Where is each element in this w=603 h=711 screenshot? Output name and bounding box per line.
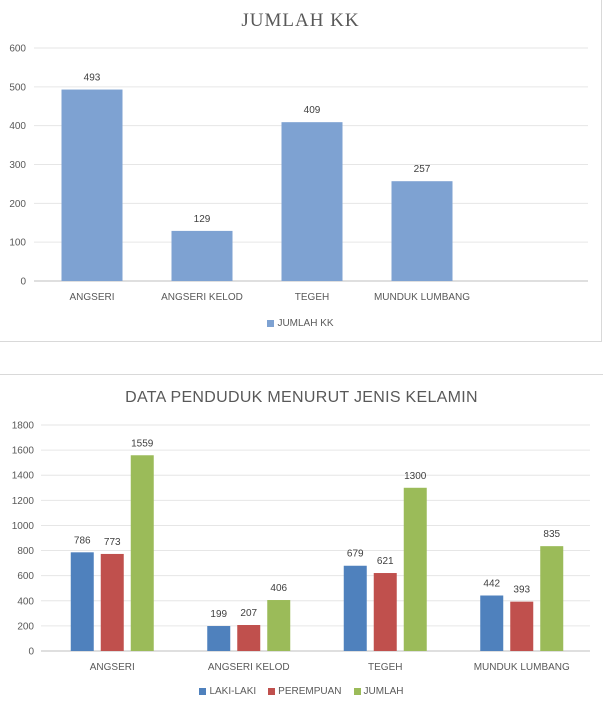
- legend-item: JUMLAH: [353, 686, 404, 697]
- bar: [171, 230, 233, 281]
- bar: [100, 553, 124, 651]
- data-label: 199: [210, 609, 227, 620]
- data-label: 493: [84, 73, 101, 84]
- data-label: 129: [194, 214, 211, 225]
- bar: [207, 626, 231, 651]
- y-tick-label: 800: [17, 546, 34, 557]
- bar: [267, 600, 291, 651]
- legend-item: PEREMPUAN: [268, 686, 342, 697]
- y-tick-label: 1600: [12, 446, 35, 457]
- bar: [391, 181, 453, 281]
- bar: [403, 487, 427, 651]
- y-tick-label: 0: [28, 647, 34, 658]
- y-tick-label: 0: [20, 277, 26, 288]
- legend-label: PEREMPUAN: [278, 686, 342, 697]
- bar: [281, 122, 343, 282]
- y-tick-label: 300: [9, 160, 26, 171]
- y-tick-label: 400: [9, 121, 26, 132]
- x-tick-label: ANGSERI: [90, 662, 135, 673]
- y-tick-label: 1200: [12, 496, 35, 507]
- bar: [480, 595, 504, 651]
- x-tick-label: ANGSERI KELOD: [161, 292, 243, 303]
- chart-jumlah-kk: JUMLAH KK 0 100 200 300 400 500 600 ANGSERI 493 A…: [0, 0, 602, 342]
- x-tick-label: ANGSERI KELOD: [208, 662, 290, 673]
- data-label: 257: [414, 164, 431, 175]
- data-label: 773: [104, 537, 121, 548]
- bar: [130, 455, 154, 651]
- x-tick-label: ANGSERI: [69, 292, 114, 303]
- y-tick-label: 1400: [12, 471, 35, 482]
- data-label: 406: [270, 583, 287, 594]
- bar: [373, 573, 397, 651]
- data-label: 442: [483, 579, 500, 590]
- y-tick-label: 1000: [12, 521, 35, 532]
- y-tick-label: 600: [9, 44, 26, 55]
- chart-data-penduduk: DATA PENDUDUK MENURUT JENIS KELAMIN 0 200…: [0, 374, 603, 711]
- chart-title: DATA PENDUDUK MENURUT JENIS KELAMIN: [125, 389, 478, 406]
- y-tick-label: 1800: [12, 421, 35, 432]
- legend-swatch: [268, 688, 276, 695]
- legend-swatch: [199, 688, 207, 695]
- grouped-bar-chart-plot: 0 200 400 600 800 1000 1200 1400 1600 1800 ANGSERI…: [12, 421, 590, 673]
- x-tick-label: TEGEH: [295, 292, 329, 303]
- bar: [540, 546, 564, 651]
- data-label: 621: [377, 556, 394, 567]
- chart-legend: LAKI-LAKI PEREMPUAN JUMLAH: [0, 686, 603, 697]
- y-tick-label: 200: [17, 621, 34, 632]
- bar: [70, 552, 94, 651]
- y-tick-label: 400: [17, 596, 34, 607]
- legend-item: LAKI-LAKI: [199, 686, 256, 697]
- bar: [237, 625, 261, 651]
- legend-label: JUMLAH: [363, 686, 404, 697]
- data-label: 393: [513, 585, 530, 596]
- data-label: 1559: [131, 438, 154, 449]
- y-tick-label: 600: [17, 571, 34, 582]
- data-label: 207: [240, 608, 257, 619]
- data-label: 1300: [404, 471, 427, 482]
- bar-chart-plot: 0 100 200 300 400 500 600 ANGSERI 493 ANGSERI KEL…: [9, 44, 588, 303]
- legend-item: JUMLAH KK: [267, 318, 334, 329]
- y-tick-label: 500: [9, 82, 26, 93]
- data-label: 679: [347, 549, 364, 560]
- x-tick-label: MUNDUK LUMBANG: [374, 292, 470, 303]
- data-label: 409: [304, 105, 321, 116]
- bar: [510, 601, 534, 651]
- x-tick-label: MUNDUK LUMBANG: [474, 662, 570, 673]
- data-label: 786: [74, 535, 91, 546]
- y-tick-label: 100: [9, 238, 26, 249]
- legend-label: LAKI-LAKI: [209, 686, 257, 697]
- data-label: 835: [543, 529, 560, 540]
- legend-label: JUMLAH KK: [277, 318, 334, 329]
- bar: [61, 89, 123, 281]
- x-tick-label: TEGEH: [368, 662, 402, 673]
- y-tick-label: 200: [9, 199, 26, 210]
- legend-swatch: [353, 688, 361, 695]
- chart-title: JUMLAH KK: [241, 10, 360, 31]
- legend-swatch: [267, 320, 275, 327]
- chart-legend: JUMLAH KK: [0, 318, 601, 329]
- bar: [343, 565, 367, 651]
